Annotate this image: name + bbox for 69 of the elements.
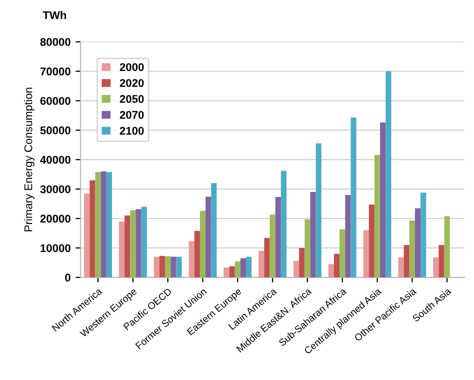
bar	[363, 230, 369, 278]
bar	[374, 154, 380, 278]
bar	[229, 266, 235, 278]
bar	[275, 197, 281, 278]
bar	[438, 245, 444, 278]
bar	[444, 216, 450, 278]
bar	[84, 193, 90, 278]
bar	[176, 256, 182, 278]
bar	[100, 171, 106, 278]
bar	[380, 122, 386, 278]
y-tick-label: 60000	[40, 96, 70, 105]
bar	[264, 238, 270, 278]
bar	[280, 170, 287, 278]
bar	[386, 71, 392, 278]
bar	[270, 214, 276, 278]
bar	[299, 248, 305, 278]
bar	[328, 264, 334, 278]
legend-label: 2020	[120, 79, 144, 87]
y-tick-label: 80000	[40, 38, 70, 46]
bar	[420, 192, 426, 278]
bar	[90, 180, 96, 278]
bar	[95, 172, 101, 278]
bar	[170, 256, 176, 278]
bar	[206, 196, 212, 278]
bar	[258, 250, 264, 278]
y-tick-label: 30000	[40, 185, 70, 194]
bar	[350, 117, 356, 278]
y-tick-label: 50000	[40, 126, 70, 134]
bar	[404, 245, 410, 278]
y-axis-title: Primary Energy Consumption	[24, 88, 34, 232]
bar	[414, 208, 421, 278]
bar	[293, 260, 300, 278]
bar	[194, 230, 200, 278]
legend-label: 2100	[120, 126, 144, 135]
bar	[159, 256, 166, 278]
bar	[433, 257, 439, 278]
bar	[124, 216, 130, 278]
bar	[334, 254, 340, 278]
bar	[154, 256, 160, 278]
bar	[310, 192, 316, 278]
y-tick-label: 70000	[40, 68, 70, 76]
legend-label: 2050	[120, 95, 144, 103]
bar	[211, 183, 217, 278]
bar	[240, 258, 246, 278]
bar	[165, 256, 171, 278]
legend-label: 2000	[120, 63, 144, 72]
bar	[246, 256, 252, 278]
bar	[398, 257, 404, 278]
bar	[409, 220, 415, 278]
y-tick-label: 40000	[40, 156, 70, 164]
y-tick-label: 20000	[40, 214, 70, 223]
legend-label: 2070	[120, 110, 144, 119]
bar	[345, 194, 351, 278]
bar	[340, 229, 346, 278]
bar	[130, 210, 136, 278]
bar	[234, 261, 240, 278]
bar	[188, 241, 194, 278]
bar	[118, 221, 125, 278]
bar	[200, 210, 206, 278]
bar	[141, 206, 147, 278]
bar	[224, 268, 230, 278]
y-tick-label: 0	[65, 274, 70, 282]
text: TWh	[42, 10, 66, 19]
bar	[304, 219, 310, 278]
y-tick-label: 10000	[40, 244, 70, 252]
bar	[136, 209, 142, 278]
bar	[106, 172, 112, 278]
bar	[368, 204, 374, 278]
bar	[316, 143, 322, 278]
